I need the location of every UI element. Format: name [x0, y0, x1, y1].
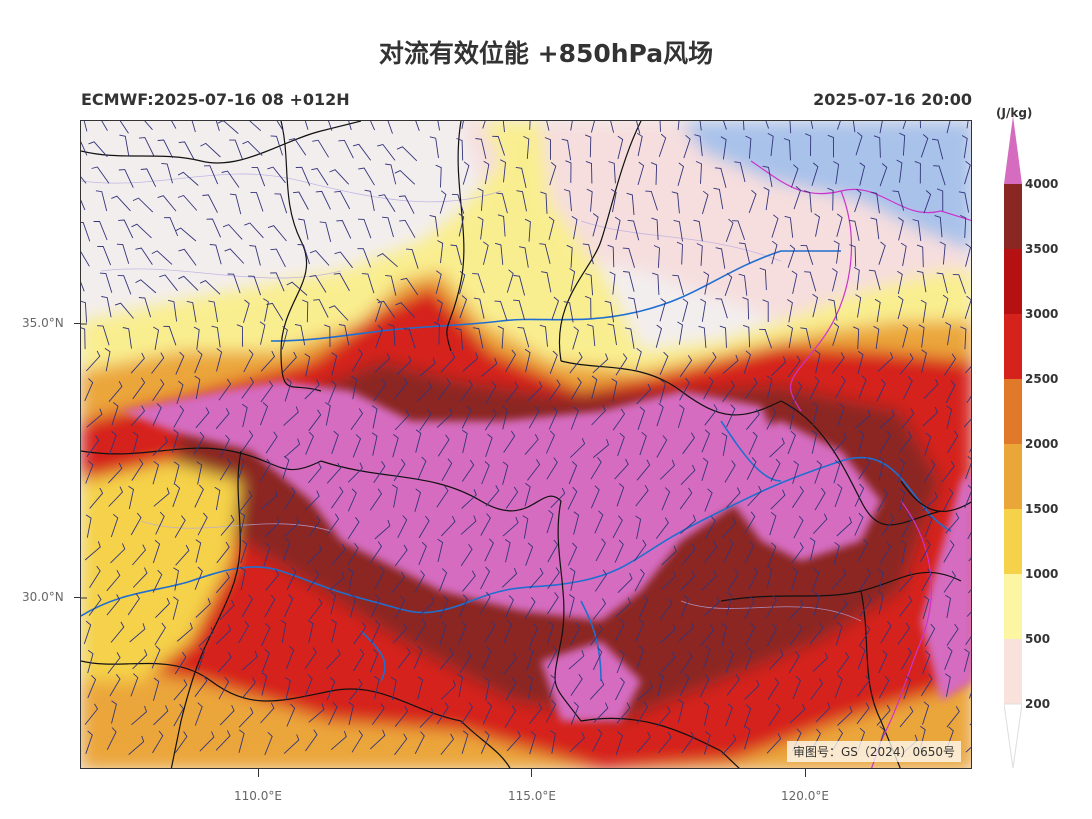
map-panel: 审图号：GS（2024）0650号	[80, 120, 972, 769]
colorbar-segment	[1004, 249, 1022, 314]
lon-label-120: 120.0°E	[781, 789, 829, 803]
lat-label-30: 30.0°N	[22, 590, 64, 604]
lat-label-35: 35.0°N	[22, 316, 64, 330]
colorbar-tick-label: 4000	[1025, 177, 1058, 191]
colorbar-segment	[1004, 574, 1022, 639]
colorbar-tick-label: 1500	[1025, 502, 1058, 516]
colorbar-segment	[1004, 444, 1022, 509]
lon-label-110: 110.0°E	[234, 789, 282, 803]
colorbar-top-arrow	[1004, 116, 1022, 184]
colorbar-segment	[1004, 379, 1022, 444]
colorbar-segment	[1004, 184, 1022, 249]
colorbar-segment	[1004, 509, 1022, 574]
lon-tick-120	[805, 769, 806, 777]
lon-label-115: 115.0°E	[508, 789, 556, 803]
colorbar-tick-label: 2500	[1025, 372, 1058, 386]
lat-tick-outer-35	[74, 323, 80, 324]
lon-tick-110	[258, 769, 259, 777]
valid-time-label: 2025-07-16 20:00	[813, 90, 972, 109]
chart-title: 对流有效位能 +850hPa风场	[0, 34, 1092, 70]
colorbar-tick-label: 1000	[1025, 567, 1058, 581]
colorbar-tick-label: 3500	[1025, 242, 1058, 256]
colorbar	[1004, 116, 1022, 776]
colorbar-tick-label: 500	[1025, 632, 1050, 646]
model-run-label: ECMWF:2025-07-16 08 +012H	[81, 90, 350, 109]
colorbar-segment	[1004, 639, 1022, 704]
colorbar-tick-label: 3000	[1025, 307, 1058, 321]
colorbar-bottom-arrow	[1004, 704, 1022, 768]
colorbar-segment	[1004, 314, 1022, 379]
colorbar-tick-label: 200	[1025, 697, 1050, 711]
lon-tick-115	[531, 769, 532, 777]
map-canvas	[81, 121, 972, 769]
colorbar-tick-label: 2000	[1025, 437, 1058, 451]
lat-tick-outer-30	[74, 597, 80, 598]
map-review-number: 审图号：GS（2024）0650号	[787, 741, 961, 762]
